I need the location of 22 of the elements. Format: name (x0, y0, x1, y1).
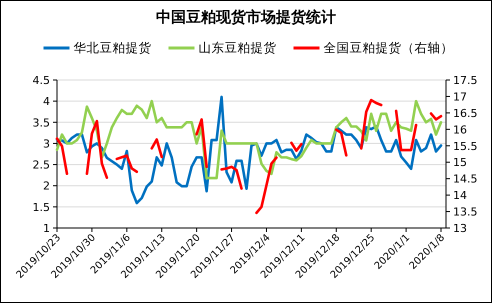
y-tick-label: 2.5 (32, 158, 50, 172)
y-tick-label: 4.5 (32, 74, 50, 87)
legend-label: 山东豆粕提货 (198, 40, 276, 55)
y2-tick-label: 13.5 (453, 206, 478, 219)
y2-tick-label: 16 (453, 123, 467, 136)
y2-tick-label: 13 (453, 222, 467, 235)
y-tick-label: 2 (43, 180, 50, 193)
y2-tick-label: 17 (453, 90, 467, 104)
y-tick-label: 1 (43, 222, 50, 235)
y-tick-label: 4 (43, 95, 50, 108)
y-tick-label: 3 (43, 137, 50, 150)
y-tick-label: 1.5 (32, 200, 50, 214)
legend-label: 华北豆粕提货 (74, 40, 152, 55)
legend-label: 全国豆粕提货（右轴） (324, 40, 454, 55)
y2-tick-label: 16.5 (453, 106, 478, 120)
y2-tick-label: 15.5 (453, 140, 478, 153)
y2-tick-label: 14 (453, 189, 467, 202)
chart-title: 中国豆粕现货市场提货统计 (156, 8, 336, 26)
y2-tick-label: 15 (453, 156, 467, 170)
y-tick-label: 3.5 (32, 116, 50, 130)
y2-tick-label: 17.5 (453, 74, 478, 87)
y2-tick-label: 14.5 (453, 172, 478, 186)
